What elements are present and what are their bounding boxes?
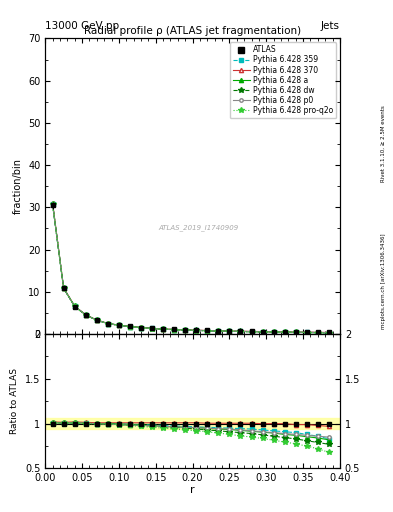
Text: Jets: Jets bbox=[321, 20, 340, 31]
Text: ATLAS_2019_I1740909: ATLAS_2019_I1740909 bbox=[158, 224, 239, 231]
Text: 13000 GeV pp: 13000 GeV pp bbox=[45, 20, 119, 31]
Title: Radial profile ρ (ATLAS jet fragmentation): Radial profile ρ (ATLAS jet fragmentatio… bbox=[84, 26, 301, 36]
Bar bbox=[45, 418, 340, 429]
Text: mcplots.cern.ch [arXiv:1306.3436]: mcplots.cern.ch [arXiv:1306.3436] bbox=[381, 234, 386, 329]
Y-axis label: Ratio to ATLAS: Ratio to ATLAS bbox=[10, 368, 19, 434]
Text: Rivet 3.1.10, ≥ 2.5M events: Rivet 3.1.10, ≥ 2.5M events bbox=[381, 105, 386, 182]
Legend: ATLAS, Pythia 6.428 359, Pythia 6.428 370, Pythia 6.428 a, Pythia 6.428 dw, Pyth: ATLAS, Pythia 6.428 359, Pythia 6.428 37… bbox=[230, 42, 336, 118]
Y-axis label: fraction/bin: fraction/bin bbox=[13, 158, 22, 214]
X-axis label: r: r bbox=[190, 485, 195, 495]
